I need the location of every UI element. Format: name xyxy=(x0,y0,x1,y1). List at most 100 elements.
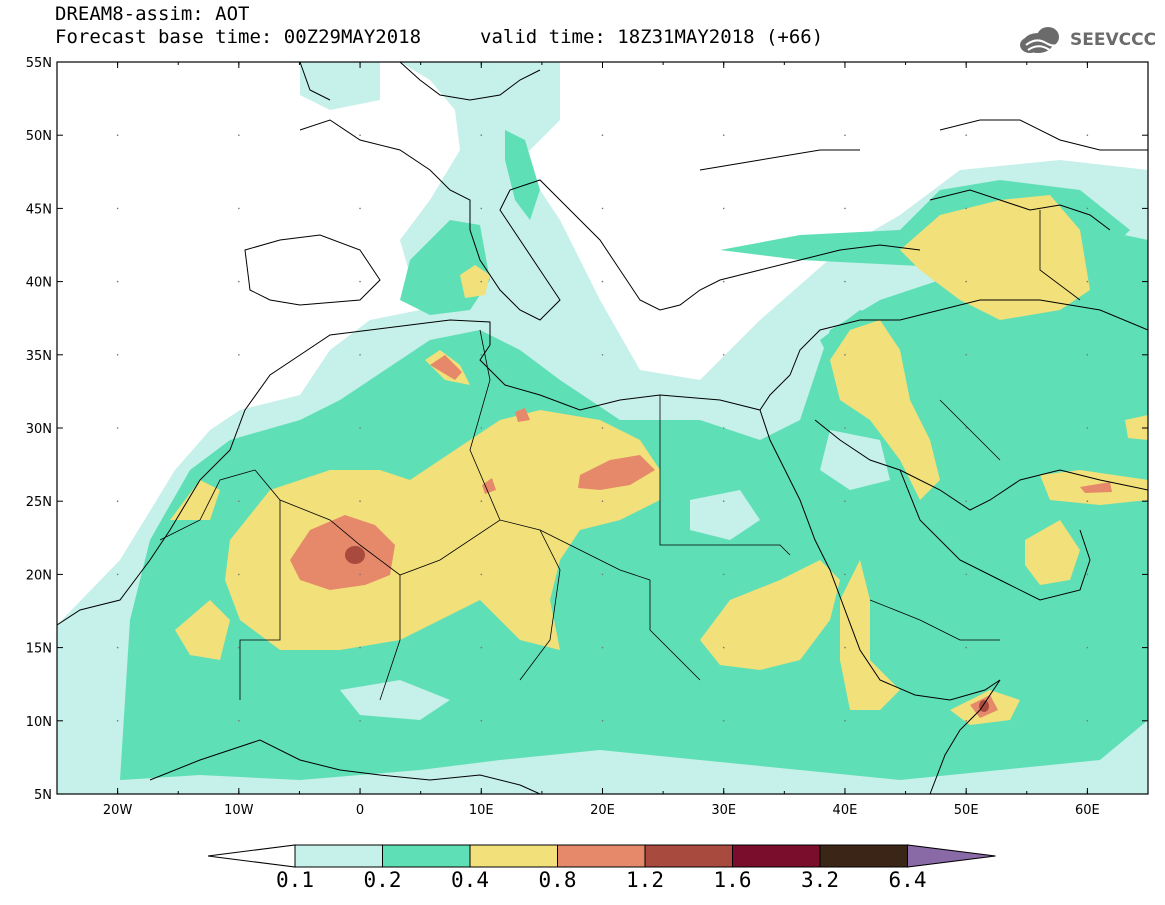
aot-band-1.2 xyxy=(345,546,989,712)
grid-dot xyxy=(1086,646,1089,649)
aot-clear-patches xyxy=(340,430,890,720)
grid-dot xyxy=(601,134,604,136)
colorbar-segment xyxy=(732,844,821,868)
grid-dot xyxy=(116,354,119,356)
forecast-base-time: Forecast base time: 00Z29MAY2018 xyxy=(55,26,422,48)
grid-dot xyxy=(844,720,846,722)
grid-dot xyxy=(238,573,240,576)
grid-dot xyxy=(601,573,604,576)
grid-dot xyxy=(601,427,604,429)
latitude-axis: 55N 50N 45N 40N 35N 30N 25N 20N 15N 10N 5N xyxy=(26,56,1148,803)
grid-dot xyxy=(965,500,967,503)
grid-dot xyxy=(601,720,604,722)
colorbar-segment xyxy=(644,844,733,868)
grid-dot xyxy=(1086,427,1089,429)
logo-text: SEEVCCC xyxy=(1070,30,1157,50)
grid-dot xyxy=(480,500,483,503)
aot-band-0.4 xyxy=(170,195,1148,725)
colorbar-over xyxy=(907,844,996,868)
grid-dot xyxy=(601,207,604,210)
lon-label: 20W xyxy=(103,803,133,818)
lat-label: 55N xyxy=(26,56,52,71)
lat-label: 40N xyxy=(26,276,52,291)
grid-dot xyxy=(1086,573,1089,576)
colorbar-label: 1.6 xyxy=(714,868,752,892)
grid-dot xyxy=(480,427,483,429)
lat-label: 35N xyxy=(26,349,52,364)
lat-label: 5N xyxy=(34,788,52,803)
colorbar-segment xyxy=(469,844,558,868)
lat-label: 20N xyxy=(26,568,52,583)
grid-dot xyxy=(480,134,483,136)
grid-dot xyxy=(238,720,240,722)
grid-dot xyxy=(480,354,483,356)
lat-label: 45N xyxy=(26,202,52,217)
colorbar: 0.1 0.2 0.4 0.8 1.2 1.6 3.2 6.4 xyxy=(207,844,996,892)
grid-dot xyxy=(722,646,725,649)
grid-dot xyxy=(965,354,967,356)
grid-dot xyxy=(480,573,483,576)
colorbar-label: 0.8 xyxy=(539,868,577,892)
grid-dot xyxy=(480,280,483,283)
grid-dot xyxy=(116,573,119,576)
grid-dot xyxy=(844,207,846,210)
grid-dot xyxy=(965,134,967,136)
seevccc-logo: SEEVCCC xyxy=(1018,23,1158,59)
lon-label: 20E xyxy=(590,803,615,818)
grid-dot xyxy=(965,646,967,649)
grid-dot xyxy=(844,134,846,136)
grid-dot xyxy=(359,207,361,210)
grid-dot xyxy=(359,354,361,356)
colorbar-segment xyxy=(382,844,471,868)
grid-dot xyxy=(965,573,967,576)
grid-dot xyxy=(116,720,119,722)
grid-dot xyxy=(480,646,483,649)
lat-label: 50N xyxy=(26,129,52,144)
colorbar-label: 0.1 xyxy=(276,868,314,892)
colorbar-under xyxy=(207,844,296,868)
lon-label: 60E xyxy=(1075,803,1100,818)
grid-dot xyxy=(601,354,604,356)
lat-label: 10N xyxy=(26,715,52,730)
grid-dot xyxy=(601,646,604,649)
grid-dot xyxy=(1086,207,1089,210)
valid-time: valid time: 18Z31MAY2018 (+66) xyxy=(480,26,824,48)
grid-dot xyxy=(116,207,119,210)
lat-label: 15N xyxy=(26,642,52,657)
grid-dot xyxy=(844,427,846,429)
grid-dot xyxy=(116,500,119,503)
grid-dot xyxy=(722,573,725,576)
colorbar-segment xyxy=(557,844,646,868)
lon-label: 30E xyxy=(711,803,736,818)
grid-dot xyxy=(1086,280,1089,283)
grid-dot xyxy=(238,500,240,503)
grid-dot xyxy=(1086,134,1089,136)
grid-dot xyxy=(116,427,119,429)
grid-dot xyxy=(238,280,240,283)
lon-label: 50E xyxy=(954,803,979,818)
grid-dot xyxy=(965,427,967,429)
colorbar-label: 0.2 xyxy=(364,868,402,892)
lat-label: 25N xyxy=(26,495,52,510)
grid-dot xyxy=(844,354,846,356)
grid-dot xyxy=(480,207,483,210)
grid-dot xyxy=(1086,720,1089,722)
grid-dot xyxy=(601,280,604,283)
grid-dot xyxy=(480,720,483,722)
aot-band-0.8 xyxy=(290,355,1112,718)
cloud-icon xyxy=(1020,27,1063,53)
grid-dot xyxy=(844,573,846,576)
grid-dot xyxy=(116,280,119,283)
lon-label: 10W xyxy=(224,803,254,818)
grid-dot xyxy=(722,500,725,503)
grid-dot xyxy=(116,134,119,136)
grid-dot xyxy=(359,500,361,503)
grid-dot xyxy=(359,427,361,429)
grid-dot xyxy=(359,280,361,283)
longitude-axis: 20W 10W 0 10E 20E 30E 40E 50E 60E xyxy=(56,62,1149,818)
grid-dot xyxy=(238,134,240,136)
grid-dot xyxy=(965,280,967,283)
lon-label: 0 xyxy=(356,803,364,818)
grid-dot xyxy=(722,354,725,356)
